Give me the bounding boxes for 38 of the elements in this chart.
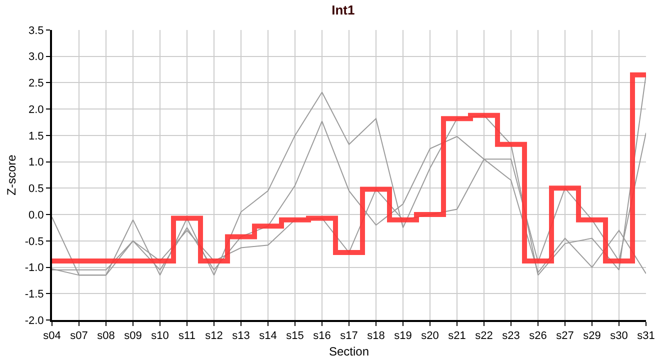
x-tick-label: s11 — [178, 330, 196, 342]
x-tick-label: s10 — [151, 330, 169, 342]
y-axis-title: Z-score — [4, 154, 19, 196]
y-tick-label: 3.5 — [28, 24, 44, 37]
y-tick-label: 0.0 — [28, 209, 44, 222]
y-tick-label: 3.0 — [28, 51, 44, 64]
y-tick-label: -1.0 — [24, 262, 44, 274]
y-tick-label: 2.5 — [28, 78, 44, 90]
y-tick-label: -0.5 — [24, 236, 44, 248]
x-axis-title: Section — [328, 344, 370, 359]
x-tick-label: s26 — [529, 330, 547, 342]
x-tick-label: s15 — [286, 330, 304, 342]
x-tick-label: s23 — [502, 330, 520, 342]
x-tick-label: s14 — [259, 330, 277, 342]
x-tick-label: s19 — [394, 330, 412, 342]
x-tick-label: s08 — [97, 330, 115, 342]
x-tick-label: s12 — [205, 330, 223, 342]
x-tick-label: s31 — [637, 330, 655, 342]
x-tick-label: s18 — [367, 330, 385, 342]
y-tick-label: -1.5 — [24, 288, 44, 300]
y-tick-label: 0.5 — [28, 183, 44, 196]
y-tick-label: 1.0 — [28, 156, 44, 169]
chart-title: Int1 — [332, 2, 355, 18]
x-tick-label: s27 — [556, 330, 574, 342]
x-tick-label: s07 — [70, 330, 88, 342]
y-tick-label: -2.0 — [24, 314, 44, 327]
x-tick-label: s30 — [610, 330, 628, 342]
y-tick-label: 2.0 — [28, 104, 44, 116]
x-tick-label: s13 — [232, 330, 250, 342]
x-tick-label: s22 — [475, 330, 493, 342]
x-tick-label: s20 — [421, 330, 439, 342]
x-tick-label: s04 — [43, 330, 61, 342]
y-tick-label: 1.5 — [28, 130, 44, 142]
x-tick-label: s21 — [448, 330, 466, 342]
x-tick-label: s17 — [340, 330, 358, 342]
x-tick-label: s16 — [313, 330, 331, 342]
x-tick-label: s09 — [124, 330, 142, 342]
x-tick-label: s29 — [583, 330, 601, 342]
